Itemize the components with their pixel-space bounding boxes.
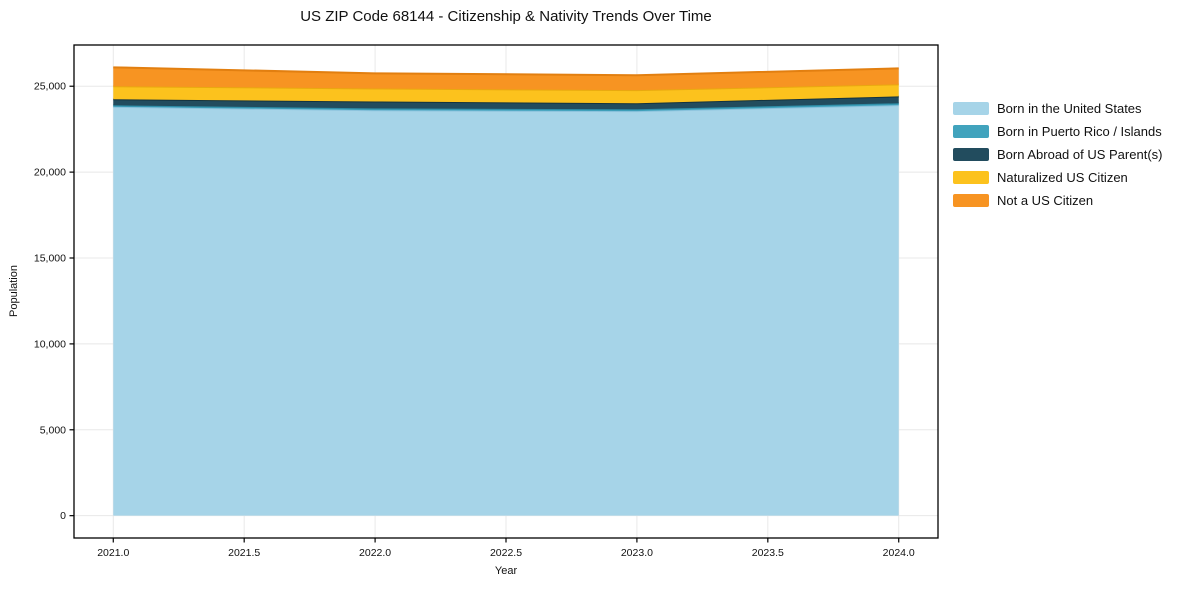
legend-label: Born Abroad of US Parent(s)	[997, 147, 1163, 162]
legend-item: Naturalized US Citizen	[953, 171, 1162, 184]
y-tick-label: 10,000	[34, 338, 66, 350]
x-tick-label: 2021.5	[228, 547, 260, 559]
legend-label: Born in Puerto Rico / Islands	[997, 124, 1162, 139]
legend-item: Born in Puerto Rico / Islands	[953, 125, 1162, 138]
legend-item: Born Abroad of US Parent(s)	[953, 148, 1162, 161]
x-axis-label: Year	[494, 565, 518, 577]
area-series-0	[113, 105, 899, 516]
legend-swatch	[953, 171, 989, 184]
area-series-4	[113, 67, 899, 91]
y-tick-label: 25,000	[34, 81, 66, 93]
chart-title: US ZIP Code 68144 - Citizenship & Nativi…	[300, 8, 712, 25]
legend-label: Not a US Citizen	[997, 193, 1094, 208]
x-tick-label: 2023.5	[752, 547, 784, 559]
x-tick-label: 2021.0	[97, 547, 129, 559]
y-axis-label: Population	[8, 265, 20, 317]
legend-swatch	[953, 125, 989, 138]
x-tick-label: 2023.0	[621, 547, 653, 559]
x-tick-label: 2022.0	[359, 547, 391, 559]
legend-item: Not a US Citizen	[953, 194, 1162, 207]
area-series-1	[113, 103, 899, 112]
legend-swatch	[953, 102, 989, 115]
legend-label: Naturalized US Citizen	[997, 170, 1128, 185]
x-tick-label: 2022.5	[490, 547, 522, 559]
y-tick-label: 0	[60, 510, 66, 522]
legend-swatch	[953, 148, 989, 161]
x-tick-label: 2024.0	[883, 547, 915, 559]
area-edge-4	[113, 66, 899, 77]
y-tick-label: 15,000	[34, 253, 66, 265]
legend-item: Born in the United States	[953, 102, 1162, 115]
legend: Born in the United States Born in Puerto …	[953, 102, 1162, 207]
y-tick-label: 20,000	[34, 167, 66, 179]
legend-label: Born in the United States	[997, 101, 1142, 116]
y-tick-label: 5,000	[40, 424, 66, 436]
legend-swatch	[953, 194, 989, 207]
